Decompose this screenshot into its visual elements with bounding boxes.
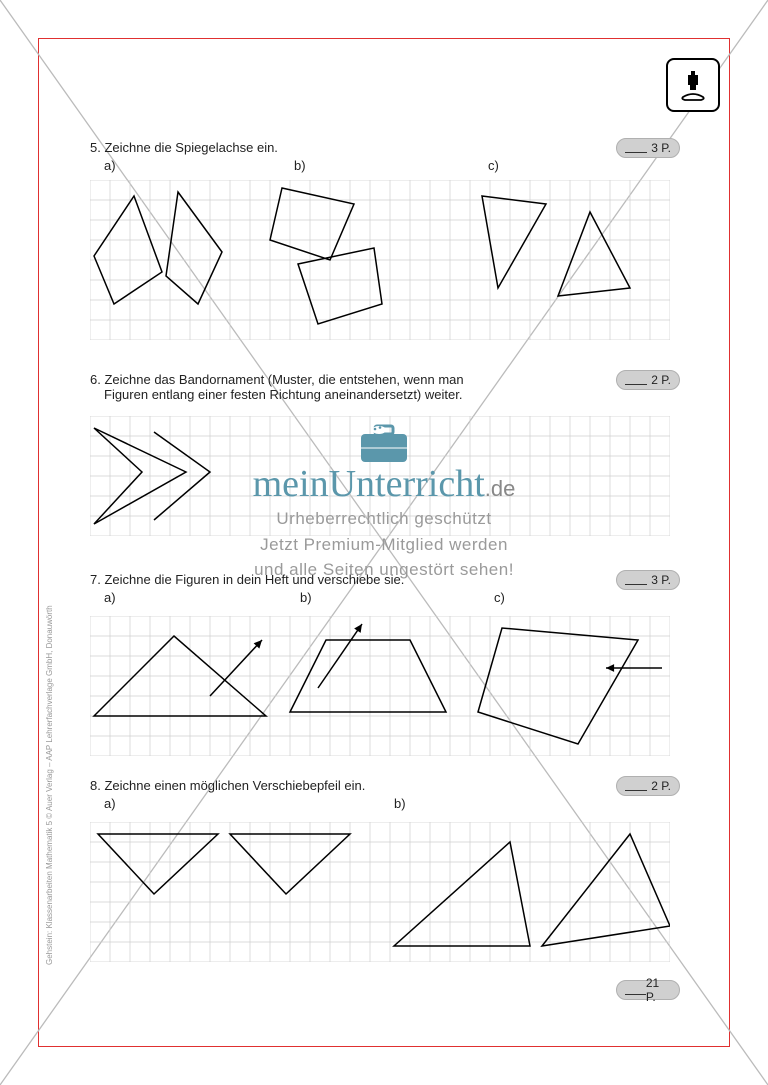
task-5-grid	[90, 180, 670, 340]
stamp-icon	[666, 58, 720, 112]
task-8: 8. Zeichne einen möglichen Verschiebepfe…	[90, 778, 680, 793]
task-6: 6. Zeichne das Bandornament (Muster, die…	[90, 372, 680, 402]
task-8-sub-b: b)	[394, 796, 406, 811]
task-7-text: Zeichne die Figuren in dein Heft und ver…	[104, 572, 404, 587]
task-5-sub-a: a)	[104, 158, 116, 173]
task-7: 7. Zeichne die Figuren in dein Heft und …	[90, 572, 680, 587]
task-6-grid	[90, 416, 670, 536]
worksheet-page: 5. Zeichne die Spiegelachse ein. a) b) c…	[0, 0, 768, 1085]
task-5-sub-c: c)	[488, 158, 499, 173]
task-7-sub-a: a)	[104, 590, 116, 605]
task-7-points: 3 P.	[616, 570, 680, 590]
total-points: 21 P.	[616, 980, 680, 1000]
task-8-points: 2 P.	[616, 776, 680, 796]
points-blank	[625, 143, 647, 153]
task-8-sub-a: a)	[104, 796, 116, 811]
task-7-points-text: 3 P.	[651, 573, 671, 587]
task-5-number: 5.	[90, 140, 101, 155]
task-6-number: 6.	[90, 372, 101, 387]
task-8-text: Zeichne einen möglichen Verschiebepfeil …	[104, 778, 365, 793]
task-6-text1: Zeichne das Bandornament (Muster, die en…	[104, 372, 463, 387]
task-5-sub-b: b)	[294, 158, 306, 173]
task-5-points-text: 3 P.	[651, 141, 671, 155]
task-8-points-text: 2 P.	[651, 779, 671, 793]
points-blank	[625, 375, 647, 385]
task-7-sub-b: b)	[300, 590, 312, 605]
total-points-text: 21 P.	[646, 976, 671, 1004]
points-blank	[625, 985, 646, 995]
task-7-grid	[90, 616, 670, 756]
task-6-points: 2 P.	[616, 370, 680, 390]
task-7-sub-c: c)	[494, 590, 505, 605]
task-5-points: 3 P.	[616, 138, 680, 158]
task-8-grid	[90, 822, 670, 962]
task-6-points-text: 2 P.	[651, 373, 671, 387]
task-8-number: 8.	[90, 778, 101, 793]
points-blank	[625, 575, 647, 585]
task-5-text: Zeichne die Spiegelachse ein.	[104, 140, 277, 155]
points-blank	[625, 781, 647, 791]
task-7-number: 7.	[90, 572, 101, 587]
side-copyright: Gehstein: Klassenarbeiten Mathematik 5 ©…	[45, 605, 54, 965]
task-5: 5. Zeichne die Spiegelachse ein. a) b) c…	[90, 140, 680, 155]
task-6-text2: Figuren entlang einer festen Richtung an…	[104, 387, 462, 402]
